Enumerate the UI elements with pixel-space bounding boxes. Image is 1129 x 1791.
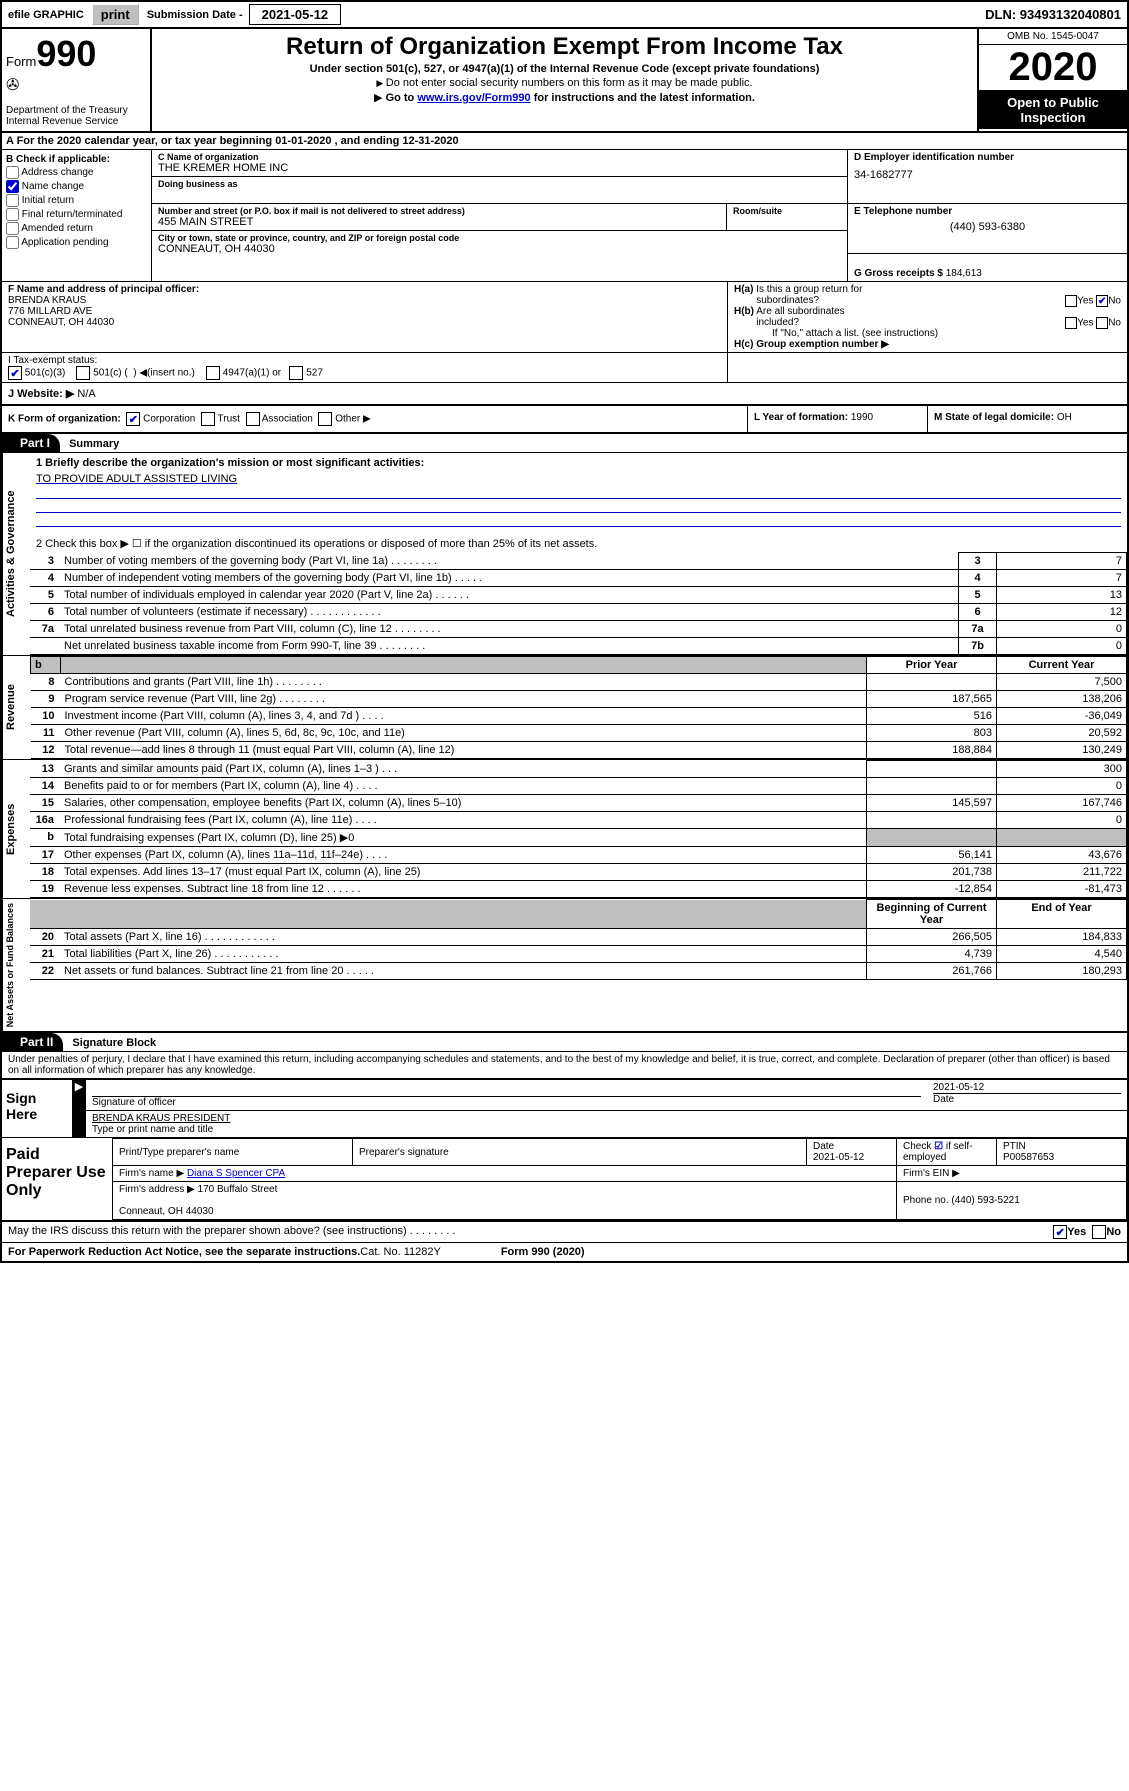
state-domicile: M State of legal domicile: OH xyxy=(927,406,1127,432)
part-i-tag: Part I xyxy=(2,434,60,452)
efile-label: efile GRAPHIC xyxy=(2,7,90,23)
side-revenue: Revenue xyxy=(2,656,30,759)
h-b-note: If "No," attach a list. (see instruction… xyxy=(734,328,1121,339)
firm-name-link[interactable]: Diana S Spencer CPA xyxy=(187,1168,285,1179)
discuss-no[interactable]: No xyxy=(1092,1225,1121,1239)
h-a-question: H(a) Is this a group return for subordin… xyxy=(734,284,1121,306)
firm-ein-label: Firm's EIN ▶ xyxy=(897,1166,1127,1182)
q2-text: 2 Check this box ▶ ☐ if the organization… xyxy=(30,535,1127,552)
city-state-zip: CONNEAUT, OH 44030 xyxy=(158,243,841,255)
h-c-question: H(c) Group exemption number ▶ xyxy=(734,339,1121,350)
checkbox-amended-return[interactable]: Amended return xyxy=(6,222,147,235)
dln-label: DLN: 93493132040801 xyxy=(979,5,1127,24)
dba-label: Doing business as xyxy=(158,179,841,189)
self-emp-check: Check ☑ if self-employed xyxy=(897,1139,997,1166)
ein-label: D Employer identification number xyxy=(854,152,1121,163)
street-address: 455 MAIN STREET xyxy=(158,216,720,228)
sig-officer-label: Signature of officer xyxy=(92,1096,921,1108)
phone-value: (440) 593-6380 xyxy=(854,221,1121,233)
org-name: THE KREMER HOME INC xyxy=(158,162,841,174)
officer-name: BRENDA KRAUS PRESIDENT xyxy=(92,1113,1121,1124)
mission-text: TO PROVIDE ADULT ASSISTED LIVING xyxy=(30,473,1127,485)
dept-label: Department of the Treasury Internal Reve… xyxy=(6,105,146,127)
room-label: Room/suite xyxy=(733,206,841,216)
part-ii-tag: Part II xyxy=(2,1033,63,1051)
form-of-org: K Form of organization: ✔ Corporation Tr… xyxy=(2,406,747,432)
form-subtitle: Under section 501(c), 527, or 4947(a)(1)… xyxy=(158,63,971,75)
prep-name-hdr: Print/Type preparer's name xyxy=(113,1139,353,1166)
part-i-title: Summary xyxy=(63,438,125,452)
discuss-question: May the IRS discuss this return with the… xyxy=(8,1225,456,1239)
prep-date: 2021-05-12 xyxy=(813,1152,864,1163)
submission-date: 2021-05-12 xyxy=(249,4,342,25)
perjury-declaration: Under penalties of perjury, I declare th… xyxy=(2,1052,1127,1079)
ptin-value: P00587653 xyxy=(1003,1152,1054,1163)
prep-sig-hdr: Preparer's signature xyxy=(353,1139,807,1166)
arrow-icon: ▶ xyxy=(72,1080,86,1137)
submission-label: Submission Date - xyxy=(141,7,249,23)
checkbox-initial-return[interactable]: Initial return xyxy=(6,194,147,207)
side-netassets: Net Assets or Fund Balances xyxy=(2,899,30,1031)
tax-status-label: I Tax-exempt status: xyxy=(8,355,97,366)
officer-info: BRENDA KRAUS 776 MILLARD AVE CONNEAUT, O… xyxy=(8,295,721,328)
gross-receipts-label: G Gross receipts $ xyxy=(854,268,946,279)
omb-number: OMB No. 1545-0047 xyxy=(979,29,1127,45)
name-title-label: Type or print name and title xyxy=(92,1124,1121,1135)
checkbox-final-return-terminated[interactable]: Final return/terminated xyxy=(6,208,147,221)
year-formation: L Year of formation: 1990 xyxy=(747,406,927,432)
ein-value: 34-1682777 xyxy=(854,169,1121,181)
part-ii-title: Signature Block xyxy=(66,1037,162,1051)
cat-no: Cat. No. 11282Y xyxy=(360,1246,441,1258)
row-a-period: A For the 2020 calendar year, or tax yea… xyxy=(2,133,1127,150)
top-bar: efile GRAPHIC print Submission Date - 20… xyxy=(0,0,1129,29)
sig-date: 2021-05-12 xyxy=(933,1082,1121,1093)
side-governance: Activities & Governance xyxy=(2,453,30,655)
address-label: Number and street (or P.O. box if mail i… xyxy=(158,206,720,216)
gross-receipts: 184,613 xyxy=(946,268,982,279)
city-label: City or town, state or province, country… xyxy=(158,233,841,243)
link-note: ▶ Go to www.irs.gov/Form990 for instruct… xyxy=(158,91,971,104)
discuss-yes[interactable]: ✔Yes xyxy=(1053,1225,1086,1239)
sign-here-label: Sign Here xyxy=(2,1080,72,1137)
q1-text: 1 Briefly describe the organization's mi… xyxy=(30,453,1127,473)
side-expenses: Expenses xyxy=(2,760,30,898)
print-button[interactable]: print xyxy=(92,4,139,25)
phone-label: E Telephone number xyxy=(854,206,1121,217)
checkbox-name-change[interactable]: Name change xyxy=(6,180,147,193)
form-990: Form990 ✇ Department of the Treasury Int… xyxy=(0,29,1129,1263)
paid-preparer-label: Paid Preparer Use Only xyxy=(2,1138,112,1220)
website-row: J Website: ▶ N/A xyxy=(2,383,1127,406)
checkbox-address-change[interactable]: Address change xyxy=(6,166,147,179)
box-b-checks: B Check if applicable: Address change Na… xyxy=(2,150,152,281)
privacy-note: Do not enter social security numbers on … xyxy=(158,77,971,89)
officer-label: F Name and address of principal officer: xyxy=(8,284,199,295)
checkbox-application-pending[interactable]: Application pending xyxy=(6,236,147,249)
open-public: Open to Public Inspection xyxy=(979,91,1127,129)
form-footer: Form 990 (2020) xyxy=(501,1246,585,1258)
pra-notice: For Paperwork Reduction Act Notice, see … xyxy=(8,1246,360,1258)
org-name-label: C Name of organization xyxy=(158,152,841,162)
h-b-question: H(b) Are all subordinates included? Yes … xyxy=(734,306,1121,328)
irs-link[interactable]: www.irs.gov/Form990 xyxy=(417,92,530,104)
sig-date-label: Date xyxy=(933,1093,1121,1105)
tax-year: 2020 xyxy=(979,45,1127,91)
form-title: Return of Organization Exempt From Incom… xyxy=(158,33,971,61)
firm-phone: (440) 593-5221 xyxy=(951,1195,1019,1206)
form-number: Form990 xyxy=(6,33,146,75)
501c3-checkbox[interactable]: ✔ xyxy=(8,366,22,380)
